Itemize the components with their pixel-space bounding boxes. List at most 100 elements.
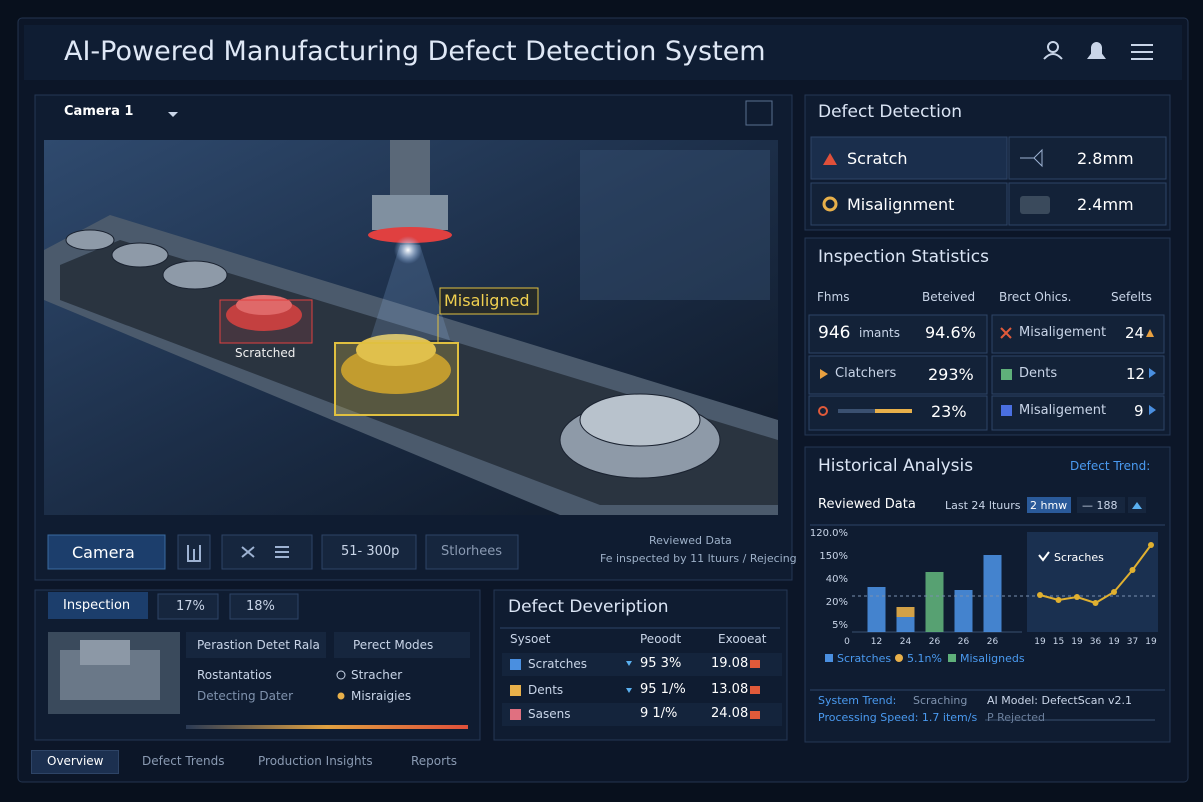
cell: 19.08: [711, 656, 749, 671]
x-tick-label: 26: [929, 637, 941, 647]
y-tick-label: 40%: [826, 574, 848, 585]
camera-selector[interactable]: Camera 1: [64, 104, 134, 119]
col-header: Peoodt: [640, 632, 682, 646]
historical-chart: 120.0% 150% 40% 20% 5% 0 12 24 26 26 26 19 15 19 36 19 3…: [810, 528, 1158, 665]
cell: Stracher: [351, 668, 403, 682]
nav-tab[interactable]: Defect Trends: [142, 754, 225, 768]
x-tick-label: 12: [871, 637, 882, 647]
legend-label: Scratches: [837, 652, 891, 665]
footer-label: System Trend:: [818, 694, 897, 707]
tab[interactable]: 18%: [246, 599, 275, 614]
panel-title: Defect Detection: [818, 102, 962, 122]
stat: Dents: [1019, 366, 1058, 381]
x-tick-label: 19: [1108, 637, 1120, 647]
defect-name: Misalignment: [847, 195, 955, 214]
trend-point: [1055, 597, 1062, 603]
tab[interactable]: Inspection: [63, 598, 131, 613]
stat: 12: [1126, 365, 1146, 383]
stat: 24: [1125, 324, 1145, 342]
camera-feed: [44, 140, 778, 515]
camera-button[interactable]: Camera: [72, 543, 135, 562]
stat: 9: [1134, 402, 1144, 420]
col-header: Sefelts: [1111, 290, 1152, 304]
trend-point: [1037, 592, 1043, 598]
col-header: Fhms: [817, 290, 850, 304]
x-tick-label: 19: [1071, 637, 1083, 647]
panel-title: Inspection Statistics: [818, 247, 989, 267]
header-icons: [1043, 41, 1153, 60]
bar: [867, 587, 886, 632]
x-tick-label: 24: [900, 637, 912, 647]
cell: 24.08: [711, 706, 749, 721]
col-header: Brect Ohics.: [999, 290, 1072, 304]
x-tick-label: 26: [958, 637, 970, 647]
nav-tab[interactable]: Reports: [411, 754, 458, 768]
bar: [896, 617, 915, 632]
x-tick-label: 19: [1145, 637, 1157, 647]
cell: 9 1/%: [640, 706, 678, 721]
panel-title: Defect Deveription: [508, 597, 669, 617]
defect-size: 2.4mm: [1077, 195, 1134, 214]
cell: Perect Modes: [353, 638, 434, 652]
legend-swatch: [895, 654, 903, 662]
y-tick-label: 20%: [826, 597, 848, 608]
x-tick-label: 26: [987, 637, 999, 647]
reviewed-label: Reviewed Data: [649, 534, 732, 547]
link[interactable]: Defect Trend:: [1070, 459, 1151, 473]
trend-point: [1148, 542, 1154, 548]
y-tick-label: 120.0%: [810, 528, 848, 539]
bar: [983, 555, 1002, 632]
x-tick-label: 37: [1127, 637, 1138, 647]
stat: Misaligement: [1019, 325, 1107, 340]
footer-model: AI Model: DefectScan v2.1: [987, 694, 1132, 707]
x-tick-label: 0: [844, 637, 850, 647]
cell: 13.08: [711, 682, 749, 697]
resolution[interactable]: 51- 300p: [341, 544, 400, 559]
box-label: Misaligned: [444, 291, 530, 310]
cell: 95 1/%: [640, 682, 686, 697]
trend-point: [1129, 567, 1136, 573]
cell: Sasens: [528, 707, 571, 721]
footer-rejected: P Rejected: [987, 711, 1045, 724]
x-tick-label: 36: [1090, 637, 1102, 647]
legend-label: 5.1n%: [907, 652, 942, 665]
trend-point: [1074, 594, 1080, 600]
y-tick-label: 5%: [832, 620, 848, 631]
stat: 23%: [931, 402, 967, 421]
app-title: AI-Powered Manufacturing Defect Detectio…: [64, 36, 766, 67]
subtitle: Reviewed Data: [818, 497, 916, 512]
col-header: Exooeat: [718, 632, 767, 646]
nav-tab[interactable]: Production Insights: [258, 754, 373, 768]
reviewed-note: Fe inspected by 11 ltuurs / Rejecing: [600, 552, 797, 565]
chip[interactable]: 2 hmw: [1030, 499, 1068, 512]
x-tick-label: 19: [1034, 637, 1046, 647]
legend-swatch: [948, 654, 956, 662]
bar: [925, 572, 944, 632]
bar: [896, 607, 915, 617]
y-tick-label: 150%: [819, 551, 848, 562]
panel-title: Historical Analysis: [818, 456, 974, 476]
defect-name: Scratch: [847, 149, 908, 168]
stat: 94.6%: [925, 323, 976, 342]
trend-point: [1111, 589, 1117, 595]
legend-swatch: [825, 654, 833, 662]
footer-speed: Processing Speed: 1.7 item/s: [818, 711, 978, 724]
cell: Dents: [528, 683, 564, 697]
nav-tab[interactable]: Overview: [47, 754, 104, 768]
cell: Detecting Dater: [197, 689, 293, 703]
x-tick-label: 15: [1053, 637, 1064, 647]
bar: [954, 590, 973, 632]
chip[interactable]: — 188: [1082, 499, 1118, 512]
tab[interactable]: 17%: [176, 599, 205, 614]
box-label: Scratched: [235, 346, 296, 360]
legend-label: Misaligneds: [960, 652, 1025, 665]
col-header: Beteived: [922, 290, 976, 304]
cell: Scratches: [528, 657, 588, 671]
col-header: Sysoet: [510, 632, 551, 646]
range[interactable]: Last 24 ltuurs: [945, 499, 1021, 512]
line-label: Scraches: [1054, 551, 1104, 564]
cell: Perastion Detet Rala: [197, 638, 320, 652]
mode[interactable]: Stlorhees: [441, 544, 503, 559]
